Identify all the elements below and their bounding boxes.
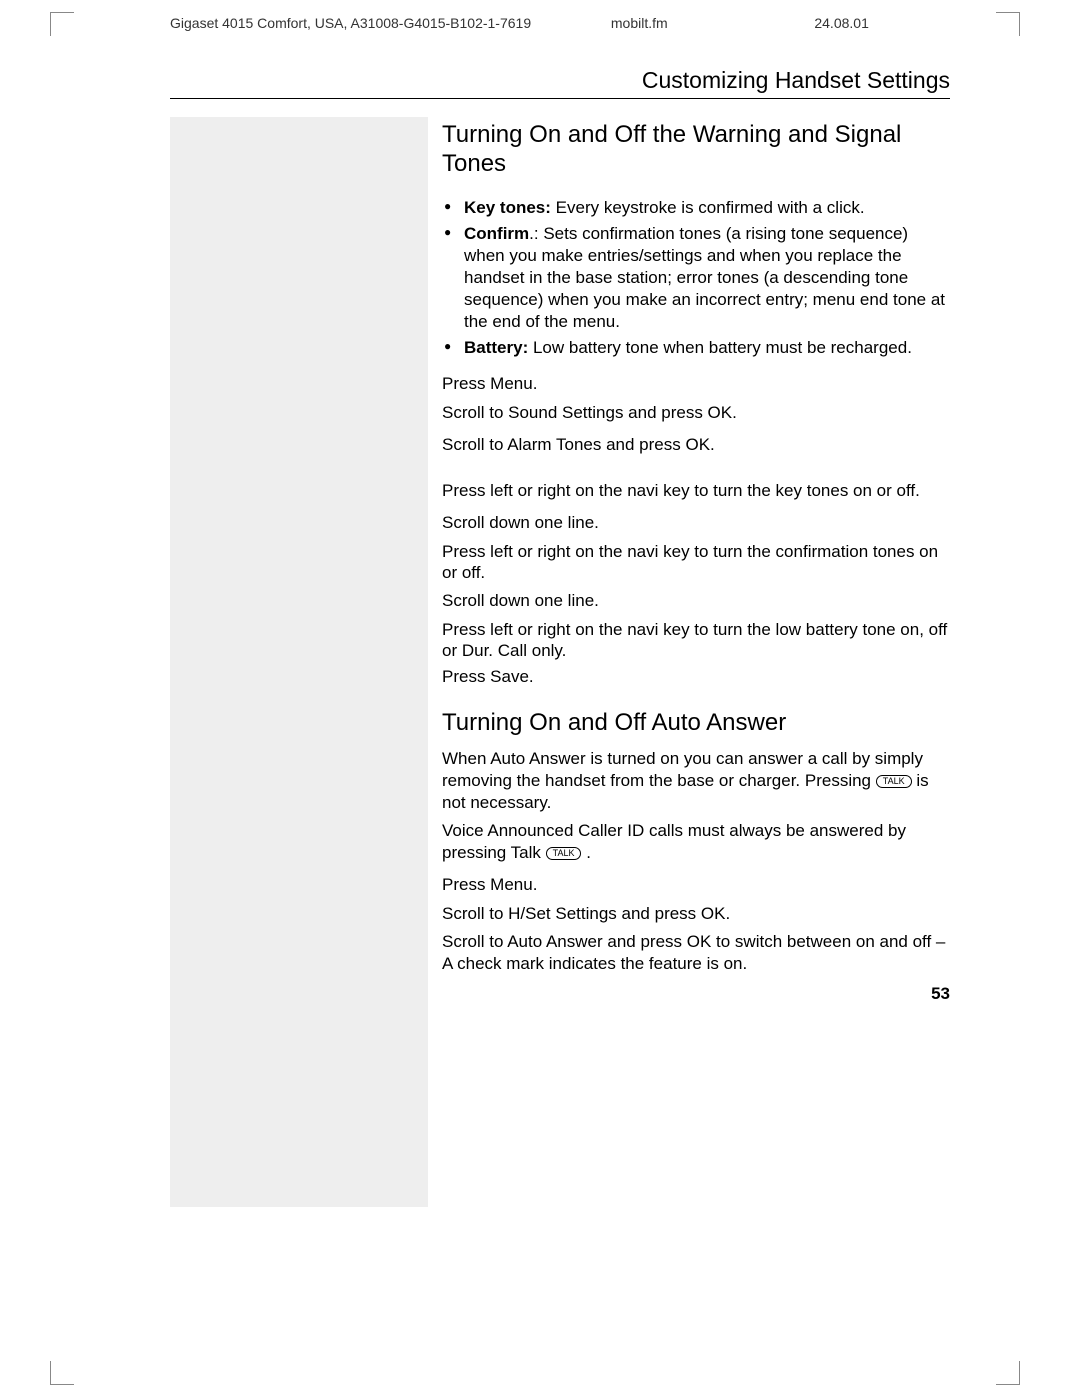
bullet-text: Low battery tone when battery must be re… — [528, 338, 912, 357]
bullet-text: .: Sets confirmation tones (a rising ton… — [464, 224, 945, 331]
page: Gigaset 4015 Comfort, USA, A31008-G4015-… — [170, 15, 950, 978]
bullet-confirm: Confirm.: Sets confirmation tones (a ris… — [442, 223, 950, 333]
talk-key-icon: TALK — [546, 847, 582, 860]
bullet-key-tones: Key tones: Every keystroke is confirmed … — [442, 197, 950, 219]
talk-key-icon: TALK — [876, 775, 912, 788]
step-text: Press Menu. — [428, 373, 950, 394]
heading-auto-answer: Turning On and Off Auto Answer — [442, 709, 950, 738]
auto-answer-para1: When Auto Answer is turned on you can an… — [442, 748, 950, 814]
running-header: Gigaset 4015 Comfort, USA, A31008-G4015-… — [170, 15, 950, 67]
step-text: Scroll to Alarm Tones and press OK. — [428, 434, 950, 455]
heading-warning-tones: Turning On and Off the Warning and Signa… — [442, 121, 950, 179]
crop-mark — [996, 12, 1020, 36]
filename: mobilt.fm — [611, 15, 814, 31]
step-text: Scroll to Sound Settings and press OK. — [428, 402, 950, 423]
step-text: Scroll down one line. — [428, 590, 950, 611]
bullet-battery: Battery: Low battery tone when battery m… — [442, 337, 950, 359]
step-text: Press Menu. — [428, 874, 950, 895]
doc-id: Gigaset 4015 Comfort, USA, A31008-G4015-… — [170, 15, 611, 31]
bullet-label: Battery: — [464, 338, 528, 357]
crop-mark — [50, 1361, 74, 1385]
bullet-label: Confirm — [464, 224, 529, 243]
press-keys-column — [170, 117, 428, 1207]
text: . — [586, 843, 591, 862]
auto-answer-para2: Voice Announced Caller ID calls must alw… — [442, 820, 950, 864]
date: 24.08.01 — [814, 15, 950, 31]
bullet-text: Every keystroke is confirmed with a clic… — [551, 198, 865, 217]
step-text: Scroll to H/Set Settings and press OK. — [428, 903, 950, 924]
text: When Auto Answer is turned on you can an… — [442, 749, 923, 790]
bullet-list: Key tones: Every keystroke is confirmed … — [442, 197, 950, 360]
crop-mark — [50, 12, 74, 36]
text: Voice Announced Caller ID calls must alw… — [442, 821, 906, 862]
step-text: Scroll down one line. — [428, 512, 950, 533]
step-text: Press left or right on the navi key to t… — [428, 541, 950, 584]
crop-mark — [996, 1361, 1020, 1385]
bullet-label: Key tones: — [464, 198, 551, 217]
step-text: Press Save. — [428, 666, 950, 687]
step-text: Scroll to Auto Answer and press OK to sw… — [428, 931, 950, 974]
step-text: Press left or right on the navi key to t… — [428, 480, 950, 501]
section-title: Customizing Handset Settings — [170, 67, 950, 99]
page-number: 53 — [931, 984, 950, 1004]
step-text: Press left or right on the navi key to t… — [428, 619, 950, 662]
